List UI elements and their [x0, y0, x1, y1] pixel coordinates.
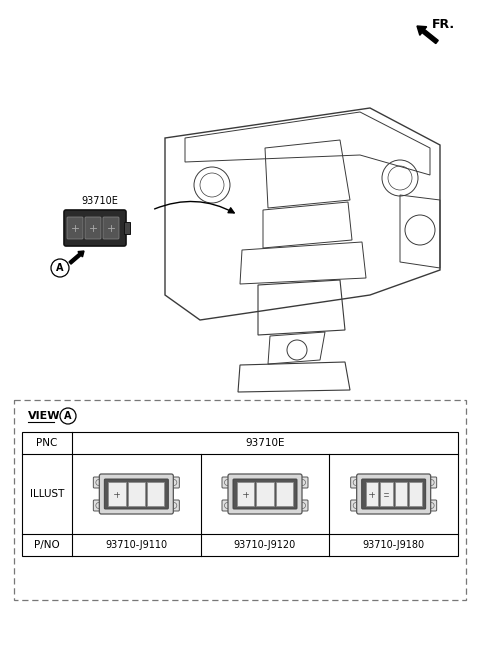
FancyBboxPatch shape — [351, 500, 361, 511]
FancyBboxPatch shape — [357, 474, 431, 514]
Bar — [395, 482, 407, 506]
FancyBboxPatch shape — [64, 210, 126, 246]
FancyBboxPatch shape — [426, 477, 437, 488]
Text: A: A — [56, 263, 64, 273]
Text: PNC: PNC — [36, 438, 58, 448]
FancyBboxPatch shape — [361, 479, 426, 509]
FancyBboxPatch shape — [99, 474, 173, 514]
Bar — [380, 482, 393, 506]
FancyBboxPatch shape — [168, 500, 180, 511]
FancyArrow shape — [69, 251, 84, 264]
Bar — [14, 400, 466, 600]
Bar — [409, 482, 421, 506]
Bar — [256, 482, 274, 506]
FancyBboxPatch shape — [103, 217, 119, 239]
Text: 93710-J9180: 93710-J9180 — [362, 540, 425, 550]
FancyBboxPatch shape — [222, 477, 233, 488]
Bar — [22, 432, 458, 556]
Bar — [276, 482, 293, 506]
Text: P/NO: P/NO — [34, 540, 60, 550]
FancyBboxPatch shape — [426, 500, 437, 511]
Text: FR.: FR. — [432, 18, 455, 31]
Text: ILLUST: ILLUST — [30, 489, 64, 499]
Bar — [147, 482, 164, 506]
Text: 93710E: 93710E — [245, 438, 285, 448]
FancyBboxPatch shape — [351, 477, 361, 488]
Bar — [237, 482, 254, 506]
FancyBboxPatch shape — [104, 479, 168, 509]
FancyBboxPatch shape — [222, 500, 233, 511]
Text: VIEW: VIEW — [28, 411, 60, 421]
Bar — [124, 222, 130, 234]
Bar — [108, 482, 126, 506]
FancyBboxPatch shape — [93, 477, 104, 488]
FancyBboxPatch shape — [297, 477, 308, 488]
FancyBboxPatch shape — [85, 217, 101, 239]
Text: A: A — [64, 411, 72, 421]
Text: 93710-J9120: 93710-J9120 — [234, 540, 296, 550]
FancyBboxPatch shape — [93, 500, 104, 511]
FancyBboxPatch shape — [228, 474, 302, 514]
FancyBboxPatch shape — [168, 477, 180, 488]
FancyBboxPatch shape — [233, 479, 297, 509]
Text: 93710-J9110: 93710-J9110 — [105, 540, 168, 550]
Bar — [128, 482, 145, 506]
FancyArrow shape — [417, 26, 438, 43]
FancyBboxPatch shape — [67, 217, 83, 239]
FancyBboxPatch shape — [297, 500, 308, 511]
Bar — [366, 482, 378, 506]
Text: 93710E: 93710E — [82, 196, 119, 206]
